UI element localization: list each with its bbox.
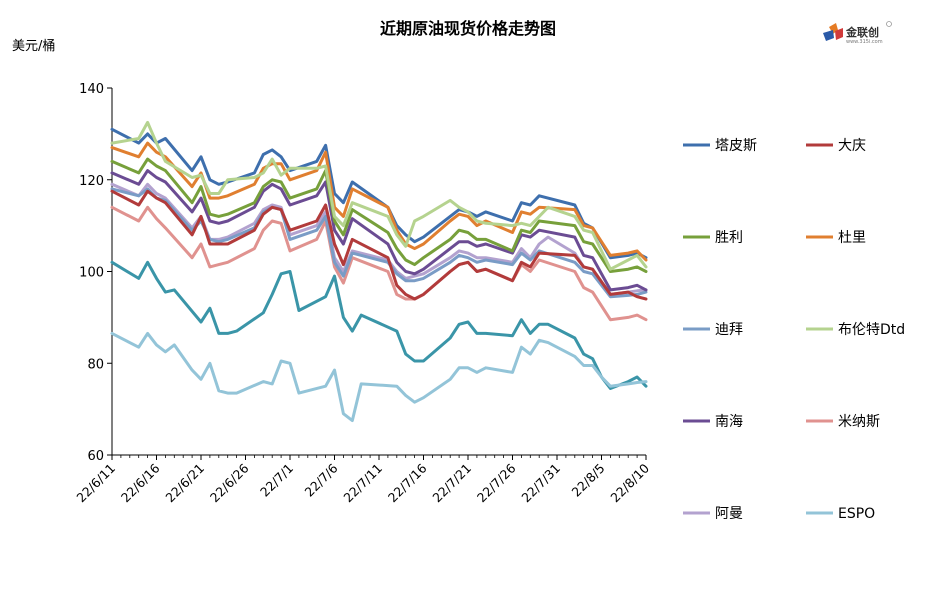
x-tick-label: 22/7/16 (385, 460, 430, 505)
x-tick-label: 22/6/11 (73, 461, 118, 506)
x-tick-label: 22/6/26 (207, 460, 252, 505)
y-tick-label: 140 (79, 82, 104, 97)
logo-subtext: www.315i.com (846, 39, 883, 45)
series-line-5 (110, 120, 648, 271)
logo-mark-icon (823, 23, 843, 41)
y-tick-label: 60 (87, 449, 104, 464)
x-tick-label: 22/7/26 (474, 460, 519, 505)
chart-title: 近期原油现货价格走势图 (380, 19, 556, 38)
legend-label: ESPO (838, 506, 875, 522)
series-layer (110, 120, 648, 423)
x-tick-label: 22/8/10 (607, 460, 652, 505)
legend-label: 布伦特Dtd (838, 322, 905, 338)
legend-label: 杜里 (838, 230, 866, 246)
series-line-2 (110, 157, 648, 273)
brand-logo: 金联创 www.315i.com (823, 21, 892, 45)
series-line-unlabeled (110, 260, 648, 390)
series-line-7 (110, 205, 648, 322)
x-axis: 22/6/11 22/6/16 22/6/21 22/6/26 22/7/1 22/7/6… (73, 454, 652, 506)
legend-label: 塔皮斯 (715, 138, 757, 154)
legend-label: 阿曼 (715, 506, 743, 522)
x-tick-label: 22/7/1 (257, 461, 296, 500)
x-tick-label: 22/7/11 (340, 461, 385, 506)
legend-label: 南海 (715, 414, 743, 430)
series-line-4 (110, 187, 648, 299)
x-tick-label: 22/7/6 (302, 460, 341, 499)
legend-label: 胜利 (715, 230, 743, 246)
x-tick-label: 22/7/21 (429, 461, 474, 506)
y-tick-label: 80 (87, 357, 104, 372)
y-axis-unit-label: 美元/桶 (12, 39, 55, 54)
y-tick-label: 120 (79, 174, 104, 189)
logo-text: 金联创 (845, 25, 879, 39)
x-tick-label: 22/6/21 (162, 461, 207, 506)
series-line-6 (110, 169, 648, 292)
legend-label: 迪拜 (715, 322, 743, 338)
series-line-1 (110, 189, 648, 301)
series-line-9 (110, 331, 648, 423)
x-tick-label: 22/6/16 (118, 460, 163, 505)
y-tick-label: 100 (79, 266, 104, 281)
x-tick-label: 22/7/31 (518, 461, 563, 506)
y-axis: 60 80 100 120 140 (79, 82, 113, 464)
legend-label: 大庆 (838, 138, 866, 154)
x-tick-label: 22/8/5 (569, 461, 608, 500)
legend-label: 米纳斯 (838, 414, 880, 430)
